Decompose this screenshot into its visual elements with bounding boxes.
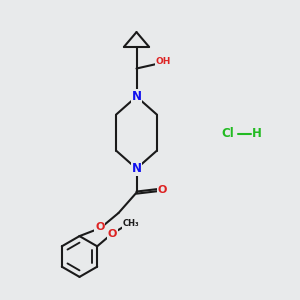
Text: Cl: Cl	[222, 127, 234, 140]
Text: N: N	[131, 162, 142, 175]
Text: O: O	[107, 229, 117, 239]
Text: CH₃: CH₃	[122, 219, 139, 228]
Text: H: H	[252, 127, 261, 140]
Text: O: O	[158, 185, 167, 195]
Text: OH: OH	[156, 57, 171, 66]
Text: O: O	[95, 222, 105, 233]
Text: N: N	[131, 90, 142, 103]
